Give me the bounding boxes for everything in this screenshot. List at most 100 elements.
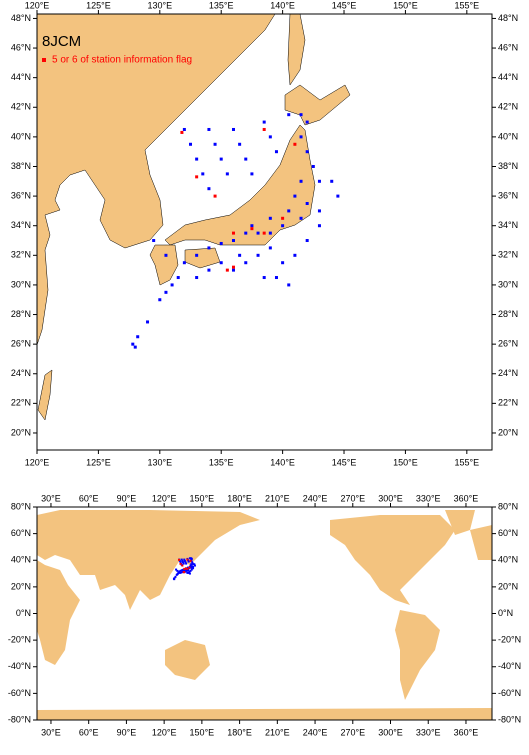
x-tick-label: 330°E [416,493,441,503]
station [188,557,191,560]
x-tick-label: 30°E [41,493,61,503]
flagged-station [195,175,199,179]
station [192,565,195,568]
land [37,708,492,720]
land [445,510,475,535]
station [183,559,186,562]
y-tick-label: 42°N [498,102,518,112]
y-tick-label: 46°N [498,42,518,52]
y-tick-label: 60°N [11,528,31,538]
y-tick-label: 22°N [498,398,518,408]
station [185,562,188,565]
station [158,298,162,302]
station [175,573,178,576]
station [187,566,190,569]
station [133,345,137,349]
station-layer [172,557,196,581]
y-tick-label: 24°N [498,368,518,378]
y-tick-label: -80°N [498,714,521,724]
y-tick-label: 48°N [498,13,518,23]
x-tick-label: 90°E [117,727,137,737]
flagged-station [185,567,188,570]
station [336,194,340,198]
station [268,231,272,235]
y-tick-label: 34°N [11,220,31,230]
station [189,564,192,567]
x-tick-label: 155°E [455,0,480,10]
station [207,268,211,272]
x-tick-label: 240°E [303,727,328,737]
station [244,261,248,265]
station [181,559,184,562]
station [299,113,303,117]
station [193,563,196,566]
land [395,610,440,700]
station [330,179,334,183]
station [176,276,180,280]
station [281,261,285,265]
y-tick-label: 44°N [498,72,518,82]
flagged-station [186,558,189,561]
y-tick-label: 20°N [498,427,518,437]
y-tick-label: -80°N [8,714,31,724]
x-tick-label: 140°E [270,0,295,10]
y-tick-label: 40°N [498,131,518,141]
x-tick-label: 210°E [265,727,290,737]
station [173,578,176,581]
x-tick-label: 300°E [378,493,403,503]
station [219,157,223,161]
flagged-station [231,265,235,269]
station [274,276,278,280]
x-tick-label: 60°E [79,493,99,503]
x-tick-label: 125°E [86,0,111,10]
x-tick-label: 120°E [152,727,177,737]
flagged-station [262,231,266,235]
y-tick-label: 0°N [498,608,513,618]
y-tick-label: 30°N [498,279,518,289]
y-tick-label: 0°N [16,608,31,618]
y-tick-label: 28°N [11,309,31,319]
legend-label: 5 or 6 of station information flag [52,55,192,66]
station [231,239,235,243]
station [195,276,199,280]
station [170,283,174,287]
y-tick-label: 60°N [498,528,518,538]
flagged-station [189,559,192,562]
station [238,253,242,257]
station [164,290,168,294]
station [305,202,309,206]
station [305,150,309,154]
station [293,194,297,198]
y-tick-label: 20°N [498,581,518,591]
station [176,569,179,572]
station [244,231,248,235]
station [183,558,186,561]
y-tick-label: 22°N [11,398,31,408]
x-tick-label: 150°E [190,493,215,503]
station [201,172,205,176]
x-tick-label: 240°E [303,493,328,503]
station [131,342,135,346]
y-tick-label: 36°N [498,190,518,200]
station [187,560,190,563]
y-tick-label: 40°N [498,555,518,565]
station [179,571,182,574]
flagged-station [225,268,229,272]
station [238,142,242,146]
y-tick-label: 38°N [11,161,31,171]
land [37,510,260,610]
station [191,561,194,564]
y-tick-label: 80°N [11,501,31,511]
x-tick-label: 135°E [209,457,234,467]
station [190,565,193,568]
station [281,224,285,228]
station [182,562,185,565]
x-tick-label: 150°E [393,457,418,467]
y-tick-label: 24°N [11,368,31,378]
legend-swatch [42,58,46,62]
x-tick-label: 30°E [41,727,61,737]
y-tick-label: 26°N [498,339,518,349]
flagged-station [181,564,184,567]
flagged-station [180,130,184,134]
